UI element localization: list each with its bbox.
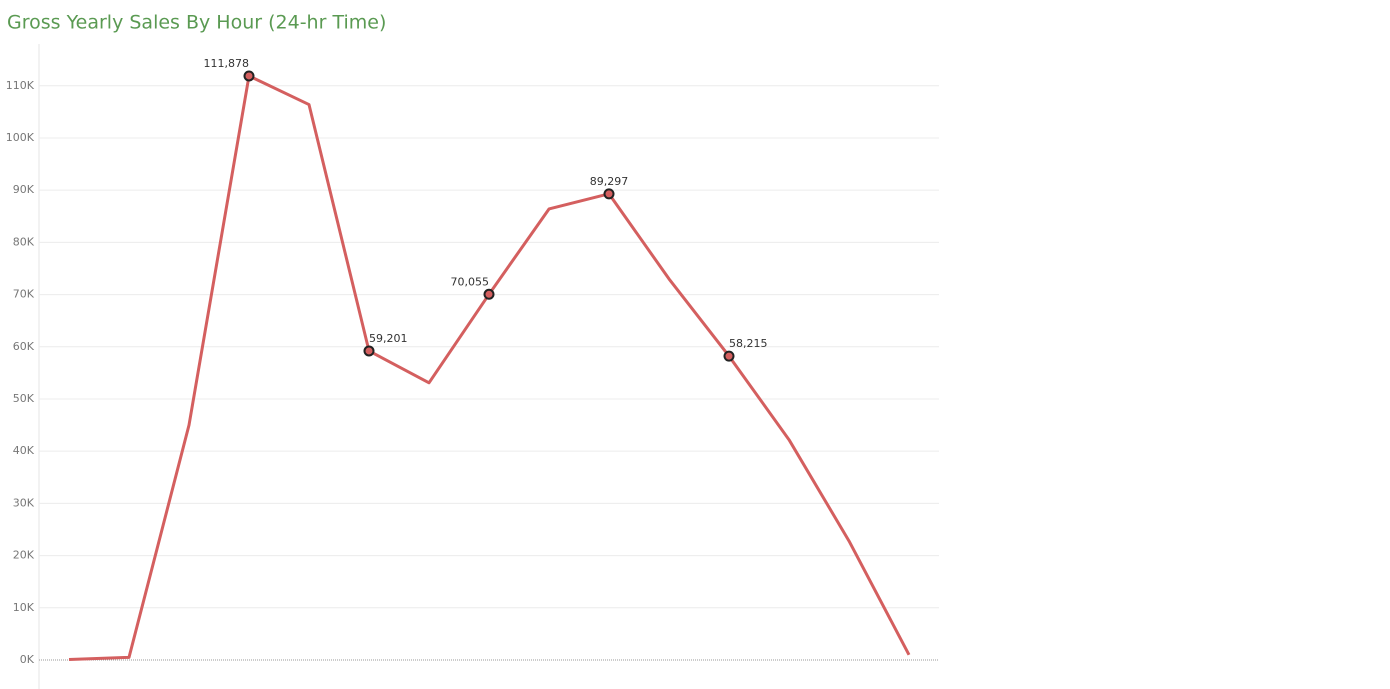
y-tick-label: 110K (6, 79, 35, 92)
data-label: 111,878 (204, 57, 250, 70)
marker (243, 70, 255, 82)
y-tick-label: 30K (13, 496, 35, 509)
data-label: 89,297 (590, 175, 629, 188)
y-tick-label: 0K (20, 653, 35, 666)
y-tick-label: 40K (13, 444, 35, 457)
line (68, 74, 911, 661)
marker (363, 345, 375, 357)
y-tick-label: 50K (13, 392, 35, 405)
y-tick-label: 80K (13, 235, 35, 248)
data-label: 59,201 (369, 332, 408, 345)
data-label: 58,215 (729, 337, 768, 350)
y-tick-label: 100K (6, 131, 35, 144)
y-tick-label: 70K (13, 288, 35, 301)
chart-title: Gross Yearly Sales By Hour (24-hr Time) (7, 12, 386, 34)
data-label: 70,055 (451, 275, 490, 288)
y-tick-label: 20K (13, 549, 35, 562)
y-tick-label: 60K (13, 340, 35, 353)
y-tick-label: 10K (13, 601, 35, 614)
marker (603, 188, 615, 200)
marker (483, 288, 495, 300)
y-tick-label: 90K (13, 183, 35, 196)
marker (723, 350, 735, 362)
